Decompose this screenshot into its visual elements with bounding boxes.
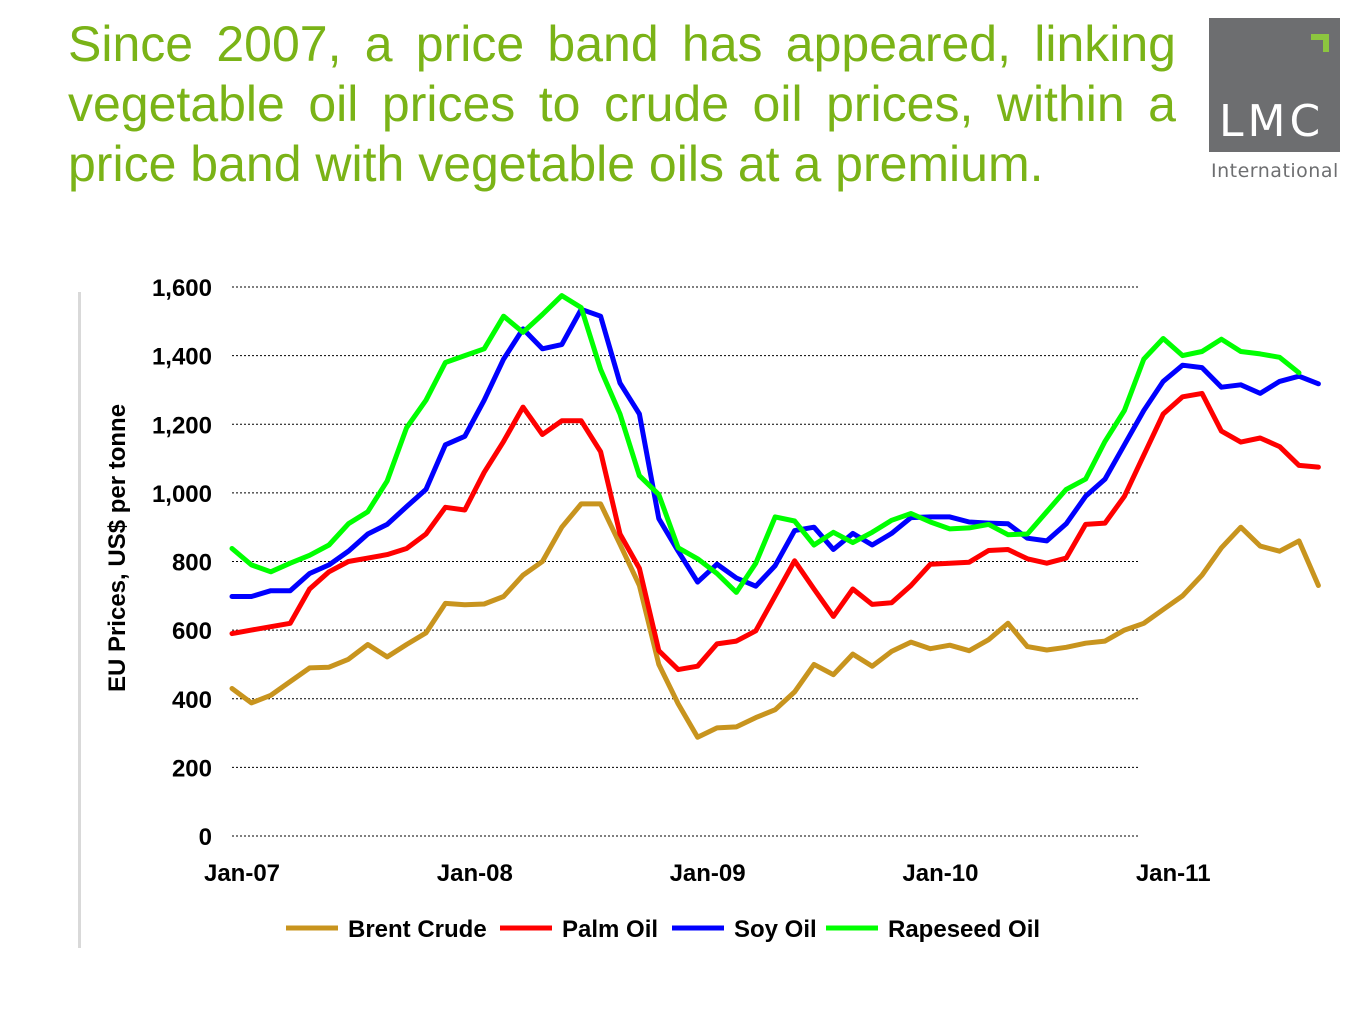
y-tick-label: 1,000	[152, 481, 212, 508]
series-line-soy-oil	[229, 306, 1321, 599]
corner-mark-icon	[1311, 34, 1329, 52]
legend-label-brent-crude: Brent Crude	[348, 916, 487, 943]
y-axis-ticks: 0 200 400 600 800 1,000 1,200 1,400 1,600	[152, 275, 212, 851]
series-line-palm-oil	[229, 390, 1321, 673]
y-tick-label: 0	[199, 824, 212, 851]
series-line-rapeseed-oil	[229, 293, 1302, 595]
legend-label-rapeseed-oil: Rapeseed Oil	[888, 916, 1040, 943]
logo-subtitle: International	[1211, 160, 1339, 182]
series-lines	[229, 293, 1321, 740]
y-tick-label: 800	[172, 550, 212, 577]
x-tick-label: Jan-07	[204, 860, 280, 887]
series-line-brent-crude	[229, 501, 1321, 740]
x-tick-label: Jan-08	[437, 860, 513, 887]
legend-label-soy-oil: Soy Oil	[734, 916, 817, 943]
headline: Since 2007, a price band has appeared, l…	[68, 16, 1176, 192]
x-tick-label: Jan-11	[1136, 860, 1211, 887]
x-tick-label: Jan-10	[902, 860, 978, 887]
legend: Brent Crude Palm Oil Soy Oil Rapeseed Oil	[286, 916, 1040, 943]
y-tick-label: 200	[172, 755, 212, 782]
x-tick-label: Jan-09	[670, 860, 746, 887]
y-axis-label: EU Prices, US$ per tonne	[104, 404, 131, 692]
lmc-logo: LMC International	[1209, 18, 1340, 188]
y-tick-label: 400	[172, 687, 212, 714]
x-axis-ticks: Jan-07 Jan-08 Jan-09 Jan-10 Jan-11	[204, 860, 1211, 887]
y-tick-label: 1,600	[152, 275, 212, 302]
legend-label-palm-oil: Palm Oil	[562, 916, 658, 943]
logo-box: LMC	[1209, 18, 1340, 152]
y-tick-label: 1,200	[152, 412, 212, 439]
y-tick-label: 600	[172, 618, 212, 645]
logo-wordmark: LMC	[1219, 96, 1325, 147]
left-divider	[78, 292, 81, 948]
y-tick-label: 1,400	[152, 344, 212, 371]
